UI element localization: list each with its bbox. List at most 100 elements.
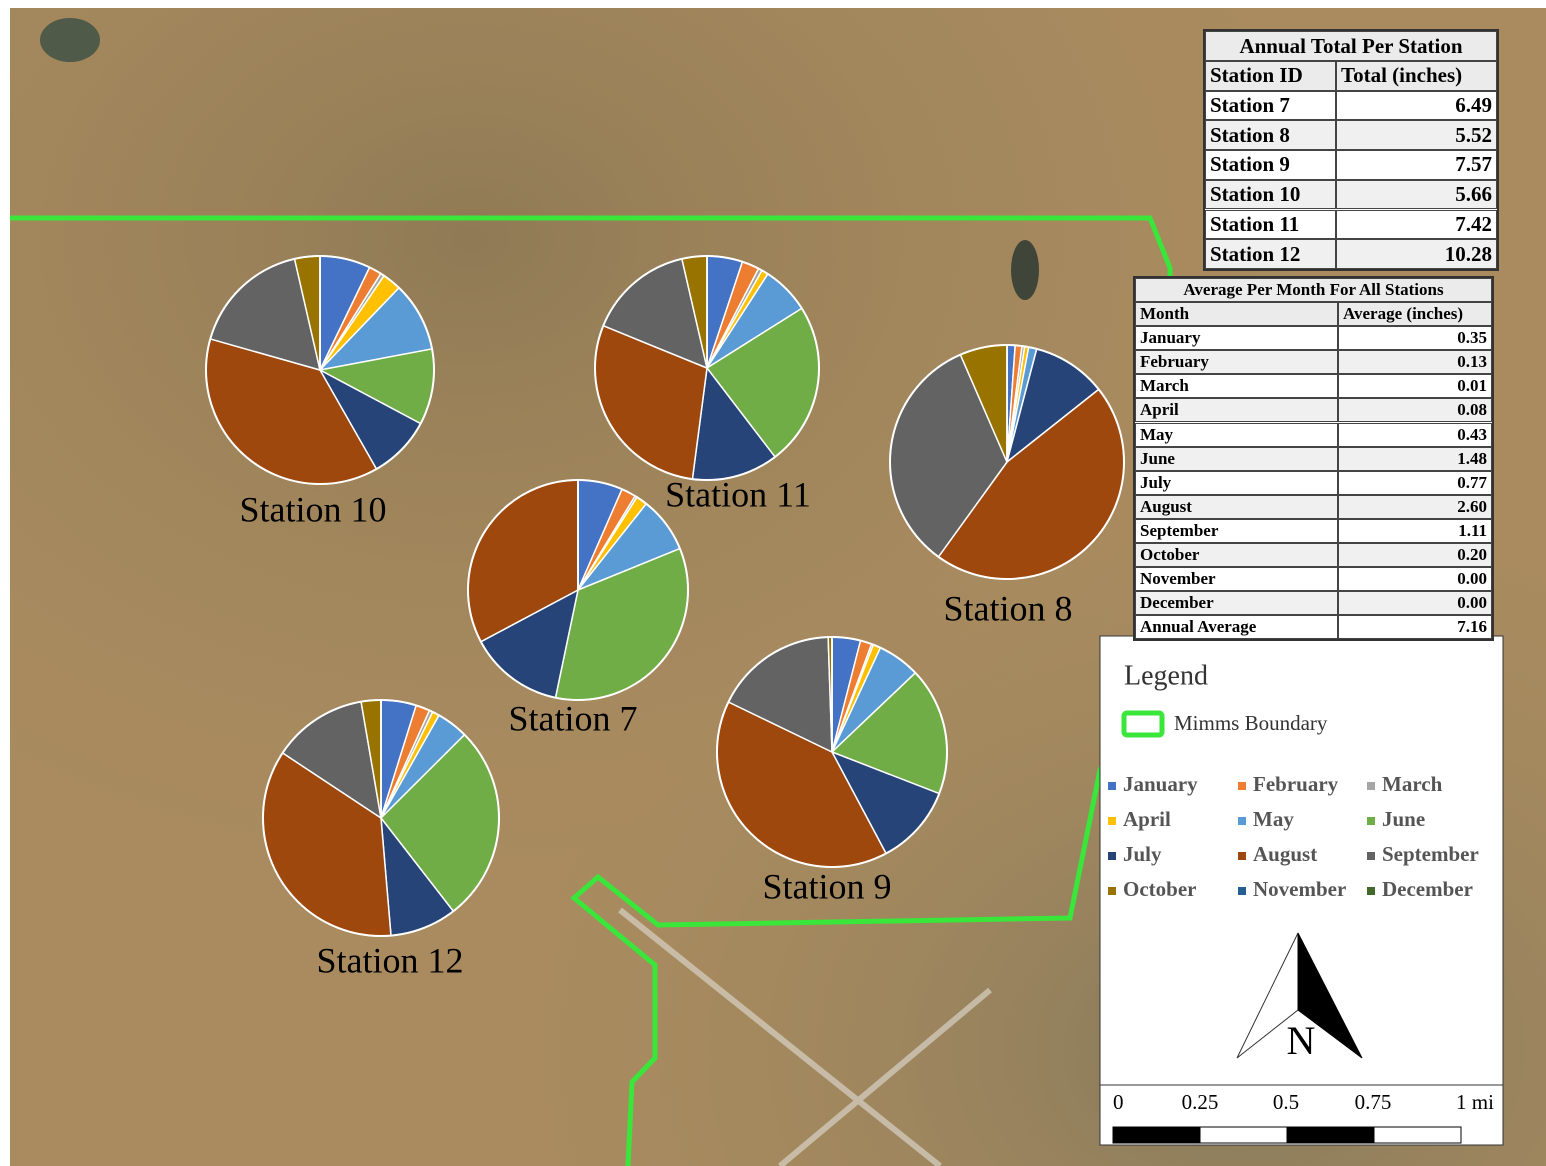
legend-swatch — [1238, 852, 1246, 860]
legend-swatch — [1367, 782, 1375, 790]
pie-chart: Station 10 — [205, 255, 435, 529]
table-row-value: 0.35 — [1338, 326, 1492, 351]
table-row-value: 7.57 — [1336, 150, 1497, 180]
table-row-value: 0.00 — [1338, 591, 1492, 616]
legend-label: July — [1123, 842, 1162, 866]
table-row-value: 2.60 — [1338, 494, 1492, 519]
terrain-patch — [1011, 240, 1039, 300]
legend-swatch — [1108, 782, 1116, 790]
table-header: Station ID — [1205, 61, 1336, 91]
pie-outline — [716, 636, 948, 868]
table-row-value: 0.08 — [1338, 398, 1492, 423]
legend-label: May — [1253, 807, 1294, 831]
table-row-label: December — [1135, 591, 1338, 616]
table-row-label: Station 7 — [1205, 90, 1336, 121]
table-row-value: 7.16 — [1338, 615, 1492, 640]
station-label: Station 10 — [239, 489, 386, 529]
pie-outline — [205, 255, 435, 485]
legend-label: December — [1382, 877, 1473, 901]
pie-outline — [889, 344, 1125, 580]
table-row-label: October — [1135, 543, 1338, 568]
pie-chart: Station 11 — [594, 255, 820, 514]
table-row-value: 7.42 — [1336, 209, 1497, 240]
legend-title: Legend — [1124, 660, 1208, 691]
terrain-patch — [40, 18, 100, 62]
scale-label: 0 — [1113, 1090, 1124, 1114]
legend-swatch — [1367, 817, 1375, 825]
table-row-value: 1.48 — [1338, 446, 1492, 471]
pie-chart: Station 12 — [262, 699, 500, 980]
scale-label: 0.25 — [1182, 1090, 1219, 1114]
scale-segment — [1112, 1126, 1201, 1144]
legend-label: April — [1123, 807, 1171, 831]
boundary-swatch — [1121, 710, 1165, 738]
table-row-value: 0.00 — [1338, 567, 1492, 592]
station-label: Station 12 — [316, 940, 463, 980]
table-title: Annual Total Per Station — [1205, 31, 1497, 61]
legend-swatch — [1238, 782, 1246, 790]
station-label: Station 7 — [508, 698, 637, 738]
table-row-value: 6.49 — [1336, 90, 1497, 121]
table-row-label: Station 10 — [1205, 179, 1336, 210]
legend-label: February — [1253, 772, 1339, 796]
legend-swatch — [1108, 817, 1116, 825]
legend-label: August — [1253, 842, 1317, 866]
station-label: Station 11 — [665, 474, 811, 514]
boundary-label: Mimms Boundary — [1174, 711, 1328, 735]
pie-outline — [262, 699, 500, 937]
scale-segment — [1199, 1126, 1288, 1144]
table-row-label: June — [1135, 446, 1338, 471]
table-row-value: 5.52 — [1336, 120, 1497, 151]
table-header: Month — [1135, 302, 1338, 327]
scale-segment — [1373, 1126, 1462, 1144]
table-row-label: Station 12 — [1205, 239, 1336, 269]
table-row-label: March — [1135, 374, 1338, 399]
legend-swatch — [1367, 852, 1375, 860]
legend-label: October — [1123, 877, 1196, 901]
table-row-label: Station 9 — [1205, 150, 1336, 180]
legend-swatch — [1367, 887, 1375, 895]
scale-segment — [1286, 1126, 1375, 1144]
table-row-value: 0.20 — [1338, 543, 1492, 568]
legend-swatch — [1108, 852, 1116, 860]
pies: Station 10 Station 11 Station 7 Station 8 St… — [205, 255, 1125, 980]
station-label: Station 9 — [762, 866, 891, 906]
legend-label: September — [1382, 842, 1479, 866]
pie-outline — [594, 255, 820, 481]
pie-chart: Station 8 — [889, 344, 1125, 628]
pie-outline — [467, 479, 689, 701]
table-row-label: Annual Average — [1135, 615, 1338, 640]
north-label: N — [1287, 1018, 1316, 1063]
scale-label: 1 mi — [1456, 1090, 1494, 1114]
pie-chart: Station 7 — [467, 479, 689, 738]
table-row-label: January — [1135, 326, 1338, 351]
table-row-label: May — [1135, 422, 1338, 447]
table-row-value: 0.77 — [1338, 470, 1492, 495]
runways — [618, 907, 992, 1166]
table-row-label: August — [1135, 494, 1338, 519]
table-row-value: 0.43 — [1338, 422, 1492, 447]
legend-label: March — [1382, 772, 1443, 796]
scale-label: 0.75 — [1355, 1090, 1392, 1114]
table-row-value: 0.01 — [1338, 374, 1492, 399]
legend-swatch — [1238, 817, 1246, 825]
legend-label: November — [1253, 877, 1346, 901]
table-row-label: Station 8 — [1205, 120, 1336, 151]
north-arrow-right — [1297, 932, 1363, 1059]
table-row-label: November — [1135, 567, 1338, 592]
table-row-value: 0.13 — [1338, 350, 1492, 375]
data-table: Average Per Month For All Stations Month A… — [1133, 276, 1494, 642]
table-row-label: Station 11 — [1205, 209, 1336, 240]
table-row-value: 1.11 — [1338, 518, 1492, 543]
table-row-value: 10.28 — [1336, 239, 1497, 269]
legend-label: January — [1123, 772, 1198, 796]
legend-panel: Legend Mimms Boundary January February March… — [1099, 635, 1504, 1146]
scale-label: 0.5 — [1273, 1090, 1299, 1114]
table-row-label: July — [1135, 470, 1338, 495]
table-row-label: April — [1135, 398, 1338, 423]
table-row-label: September — [1135, 518, 1338, 543]
table-header: Average (inches) — [1338, 302, 1492, 327]
pie-chart: Station 9 — [716, 636, 948, 906]
legend-swatch — [1238, 887, 1246, 895]
